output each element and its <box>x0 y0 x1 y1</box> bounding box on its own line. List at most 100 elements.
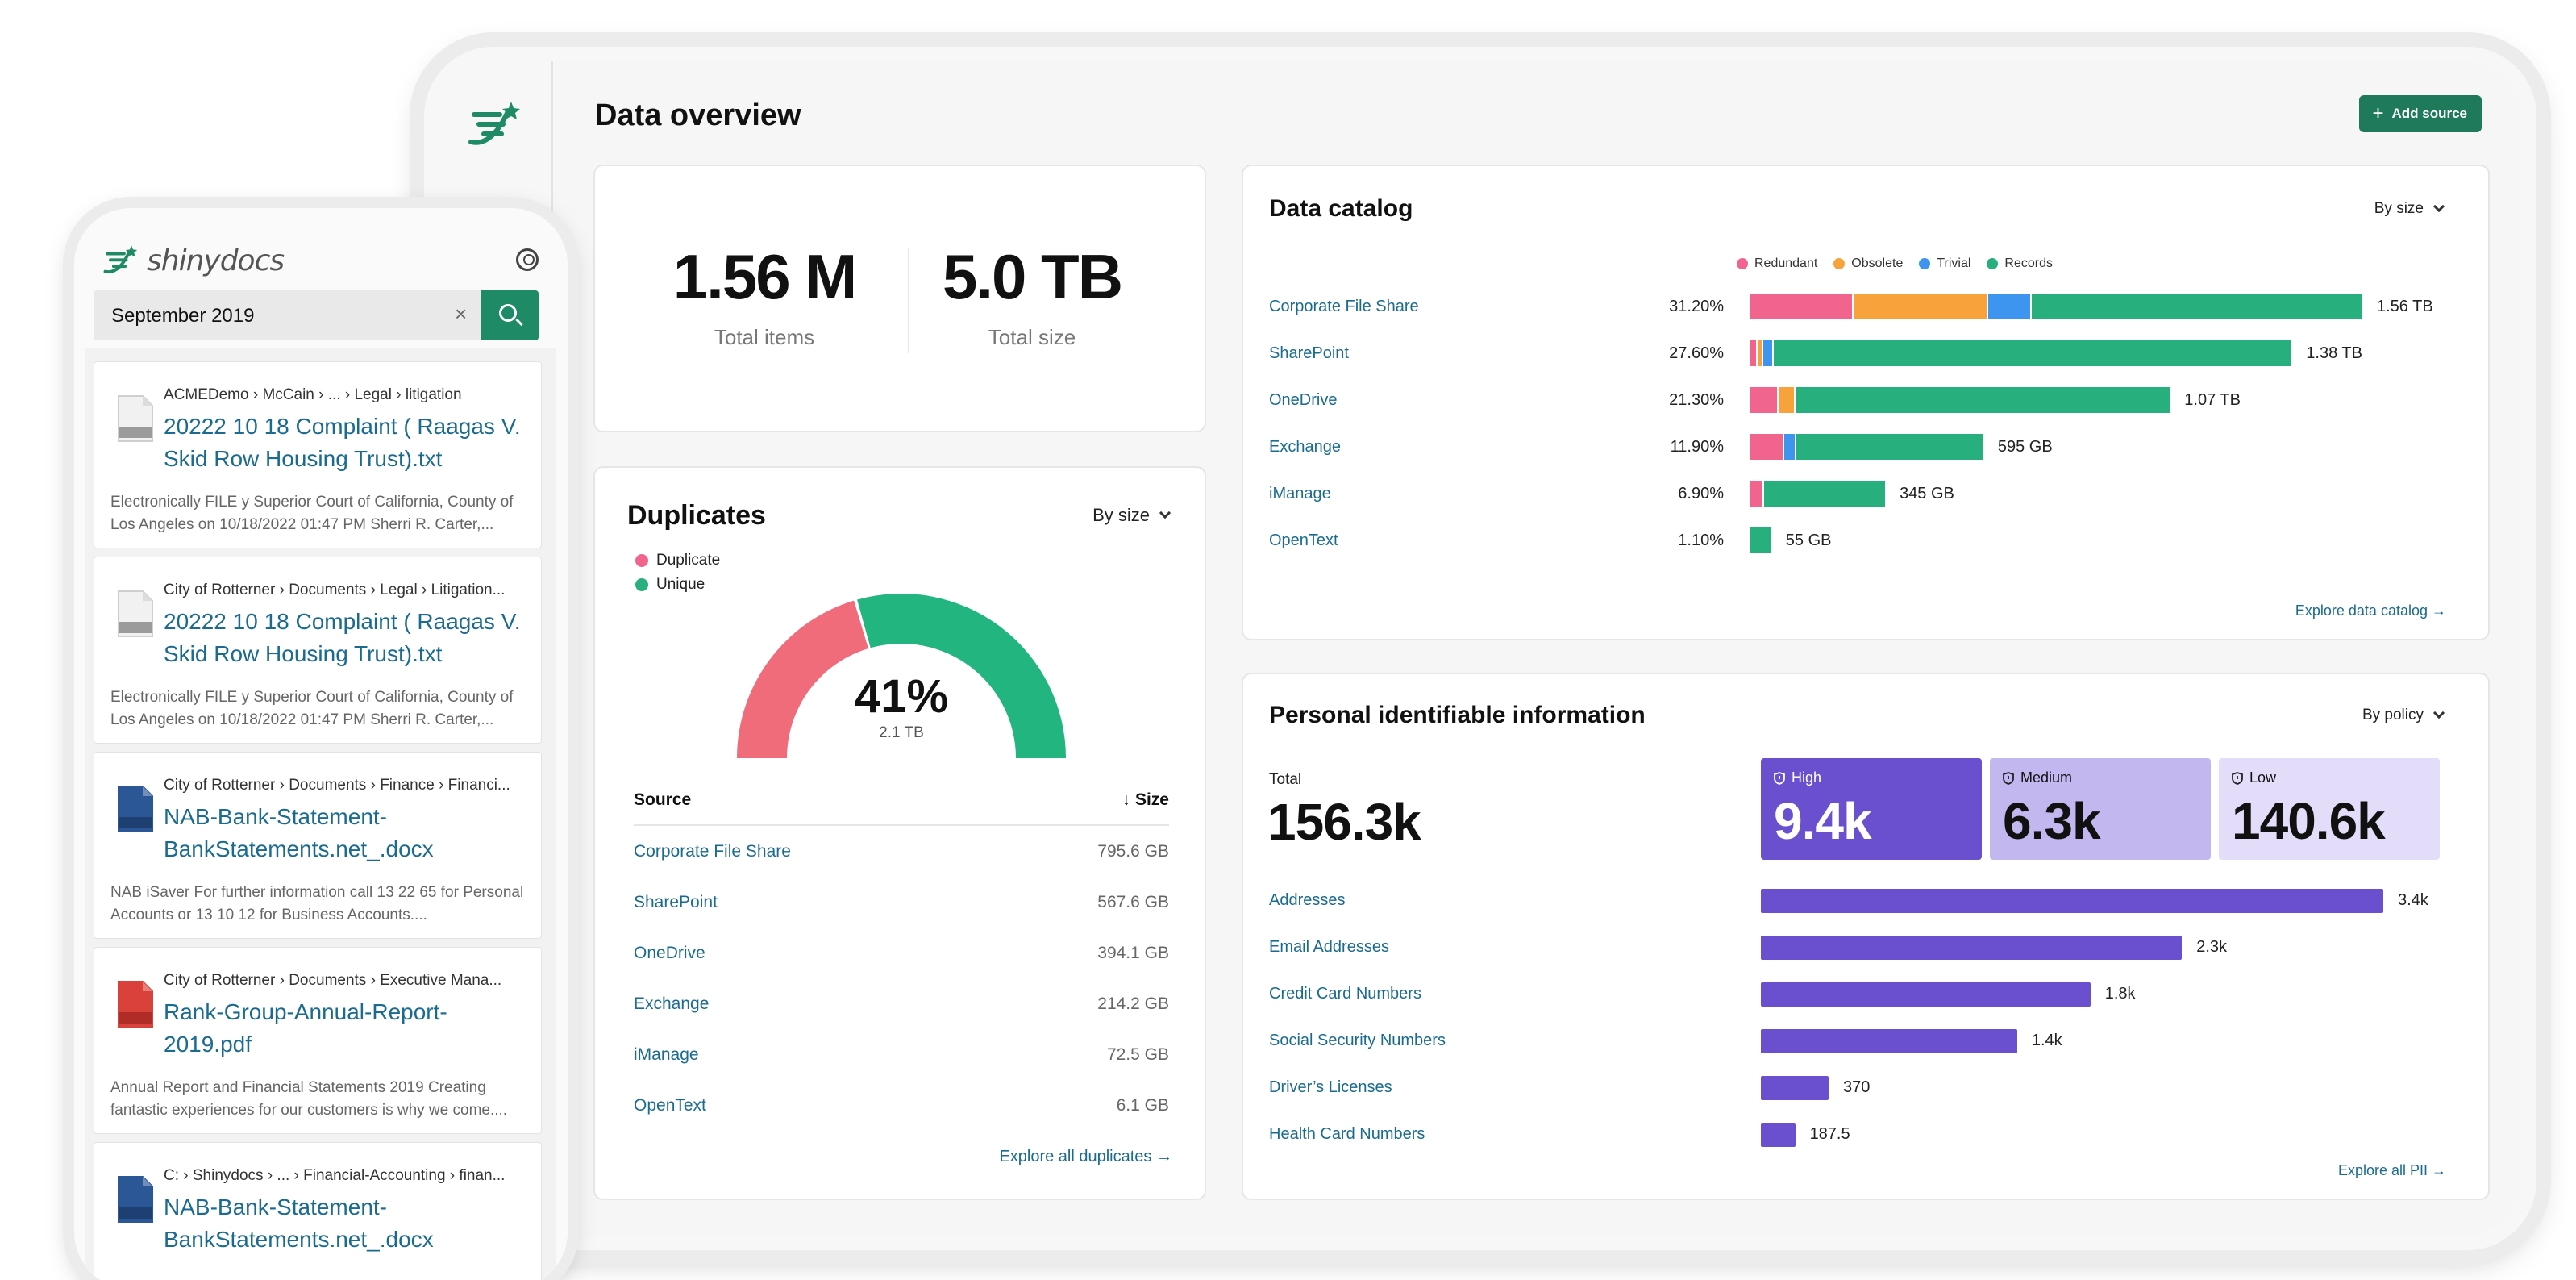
source-link[interactable]: Corporate File Share <box>1269 298 1419 315</box>
source-link[interactable]: iManage <box>1269 485 1331 502</box>
catalog-row[interactable]: Corporate File Share 31.20% 1.56 TB <box>1269 294 2470 321</box>
search-result[interactable]: City of Rotterner › Documents › Legal › … <box>94 557 542 744</box>
source-link[interactable]: SharePoint <box>1269 344 1349 362</box>
stacked-bar[interactable] <box>1750 434 1983 460</box>
stacked-bar[interactable] <box>1750 481 1886 507</box>
total-value: 1.56 TB <box>2377 298 2433 315</box>
pii-bar[interactable] <box>1761 889 2383 913</box>
catalog-row[interactable]: Exchange 11.90% 595 GB <box>1269 434 2470 461</box>
shield-icon <box>2232 771 2243 785</box>
pii-policy-dropdown[interactable]: By policy <box>2362 707 2445 724</box>
search-icon <box>499 304 517 322</box>
source-link[interactable]: iManage <box>634 1044 699 1064</box>
source-link[interactable]: Corporate File Share <box>634 841 791 861</box>
result-title-link[interactable]: Rank-Group-Annual-Report-2019.pdf <box>164 999 447 1057</box>
stacked-bar[interactable] <box>1750 340 2292 366</box>
explore-catalog-link[interactable]: Explore data catalog → <box>2295 602 2446 619</box>
dropdown-label: By policy <box>2362 707 2424 723</box>
legend-dot-icon <box>1833 258 1846 269</box>
pii-type-link[interactable]: Social Security Numbers <box>1269 1032 1446 1049</box>
pii-row[interactable]: Health Card Numbers 187.5 <box>1269 1121 2470 1149</box>
pii-type-link[interactable]: Health Card Numbers <box>1269 1125 1425 1143</box>
pii-bar[interactable] <box>1761 936 2183 960</box>
source-link[interactable]: OneDrive <box>1269 391 1338 409</box>
duplicates-sort-dropdown[interactable]: By size <box>1092 505 1171 526</box>
search-result[interactable]: City of Rotterner › Documents › Finance … <box>94 752 542 939</box>
result-path: City of Rotterner › Documents › Executiv… <box>164 972 502 989</box>
source-link[interactable]: OneDrive <box>634 943 705 962</box>
page-title: Data overview <box>595 98 801 132</box>
shinydocs-logo-icon[interactable] <box>463 97 527 153</box>
bar-segment <box>1796 434 1983 460</box>
pii-tile-medium[interactable]: Medium 6.3k <box>1990 758 2211 860</box>
table-row[interactable]: Corporate File Share 795.6 GB <box>634 826 1169 877</box>
kpi-card: 1.56 M Total items 5.0 TB Total size <box>593 165 1206 432</box>
catalog-row[interactable]: SharePoint 27.60% 1.38 TB <box>1269 340 2470 368</box>
shield-icon <box>1774 771 1785 785</box>
pii-type-link[interactable]: Driver’s Licenses <box>1269 1078 1392 1096</box>
legend-label: Obsolete <box>1851 256 1904 270</box>
catalog-sort-dropdown[interactable]: By size <box>2374 200 2445 218</box>
catalog-row[interactable]: iManage 6.90% 345 GB <box>1269 481 2470 508</box>
file-docx-icon <box>118 1176 153 1223</box>
source-link[interactable]: OpenText <box>1269 532 1338 549</box>
pii-bar[interactable] <box>1761 1029 2017 1053</box>
pii-tile-low[interactable]: Low 140.6k <box>2219 758 2440 860</box>
source-link[interactable]: OpenText <box>634 1095 706 1115</box>
result-title-link[interactable]: NAB-Bank-Statement-BankStatements.net_.d… <box>164 1195 434 1252</box>
stacked-bar[interactable] <box>1750 527 1771 553</box>
search-result[interactable]: C: › Shinydocs › ... › Financial-Account… <box>94 1142 542 1280</box>
pii-row[interactable]: Addresses 3.4k <box>1269 887 2470 915</box>
tile-label: Low <box>2249 769 2277 786</box>
result-title-link[interactable]: 20222 10 18 Complaint ( Raagas V. Skid R… <box>164 414 521 471</box>
explore-pii-link[interactable]: Explore all PII → <box>2337 1162 2446 1178</box>
search-result[interactable]: City of Rotterner › Documents › Executiv… <box>94 947 542 1134</box>
size-value: 795.6 GB <box>1097 841 1169 861</box>
pii-row[interactable]: Social Security Numbers 1.4k <box>1269 1028 2470 1055</box>
table-row[interactable]: iManage 72.5 GB <box>634 1029 1169 1080</box>
column-header-size[interactable]: ↓ Size <box>1122 790 1169 810</box>
pii-type-link[interactable]: Credit Card Numbers <box>1269 985 1421 1003</box>
pii-row[interactable]: Driver’s Licenses 370 <box>1269 1074 2470 1102</box>
pii-row[interactable]: Credit Card Numbers 1.8k <box>1269 981 2470 1008</box>
source-link[interactable]: Exchange <box>634 994 710 1013</box>
source-link[interactable]: SharePoint <box>634 892 718 911</box>
catalog-row[interactable]: OpenText 1.10% 55 GB <box>1269 527 2470 555</box>
result-title-link[interactable]: NAB-Bank-Statement-BankStatements.net_.d… <box>164 804 434 861</box>
add-source-button[interactable]: + Add source <box>2359 95 2482 132</box>
catalog-row[interactable]: OneDrive 21.30% 1.07 TB <box>1269 387 2470 415</box>
search-input[interactable]: September 2019 <box>94 290 481 340</box>
bar-segment <box>1779 387 1796 413</box>
stacked-bar[interactable] <box>1750 294 2362 319</box>
legend-label: Redundant <box>1754 256 1818 270</box>
tile-value: 140.6k <box>2232 792 2386 850</box>
result-title-link[interactable]: 20222 10 18 Complaint ( Raagas V. Skid R… <box>164 609 521 666</box>
percent-value: 6.90% <box>1678 485 1724 502</box>
phone-logo[interactable]: shinydocs <box>100 242 285 279</box>
table-row[interactable]: Exchange 214.2 GB <box>634 978 1169 1029</box>
user-account-icon[interactable] <box>516 248 539 271</box>
pii-type-link[interactable]: Addresses <box>1269 891 1346 909</box>
search-button[interactable] <box>481 290 539 340</box>
pii-bar[interactable] <box>1761 982 2091 1007</box>
pii-row[interactable]: Email Addresses 2.3k <box>1269 934 2470 961</box>
dropdown-label: By size <box>1092 505 1150 525</box>
pii-tile-high[interactable]: High 9.4k <box>1761 758 1982 860</box>
source-link[interactable]: Exchange <box>1269 438 1341 456</box>
explore-duplicates-link[interactable]: Explore all duplicates → <box>999 1148 1172 1165</box>
table-row[interactable]: SharePoint 567.6 GB <box>634 877 1169 928</box>
pii-type-link[interactable]: Email Addresses <box>1269 938 1389 956</box>
clear-search-icon[interactable]: × <box>455 302 468 326</box>
chevron-down-icon <box>2432 200 2445 213</box>
bar-segment <box>1854 294 1989 319</box>
column-header-source[interactable]: Source <box>634 790 692 809</box>
table-row[interactable]: OneDrive 394.1 GB <box>634 928 1169 978</box>
file-txt-icon <box>118 590 153 637</box>
search-result[interactable]: ACMEDemo › McCain › ... › Legal › litiga… <box>94 361 542 548</box>
pii-card: Personal identifiable information By pol… <box>1242 673 2490 1200</box>
stacked-bar[interactable] <box>1750 387 2170 413</box>
file-txt-icon <box>118 395 153 442</box>
table-row[interactable]: OpenText 6.1 GB <box>634 1080 1169 1131</box>
pii-bar[interactable] <box>1761 1123 1796 1147</box>
pii-bar[interactable] <box>1761 1076 1829 1100</box>
